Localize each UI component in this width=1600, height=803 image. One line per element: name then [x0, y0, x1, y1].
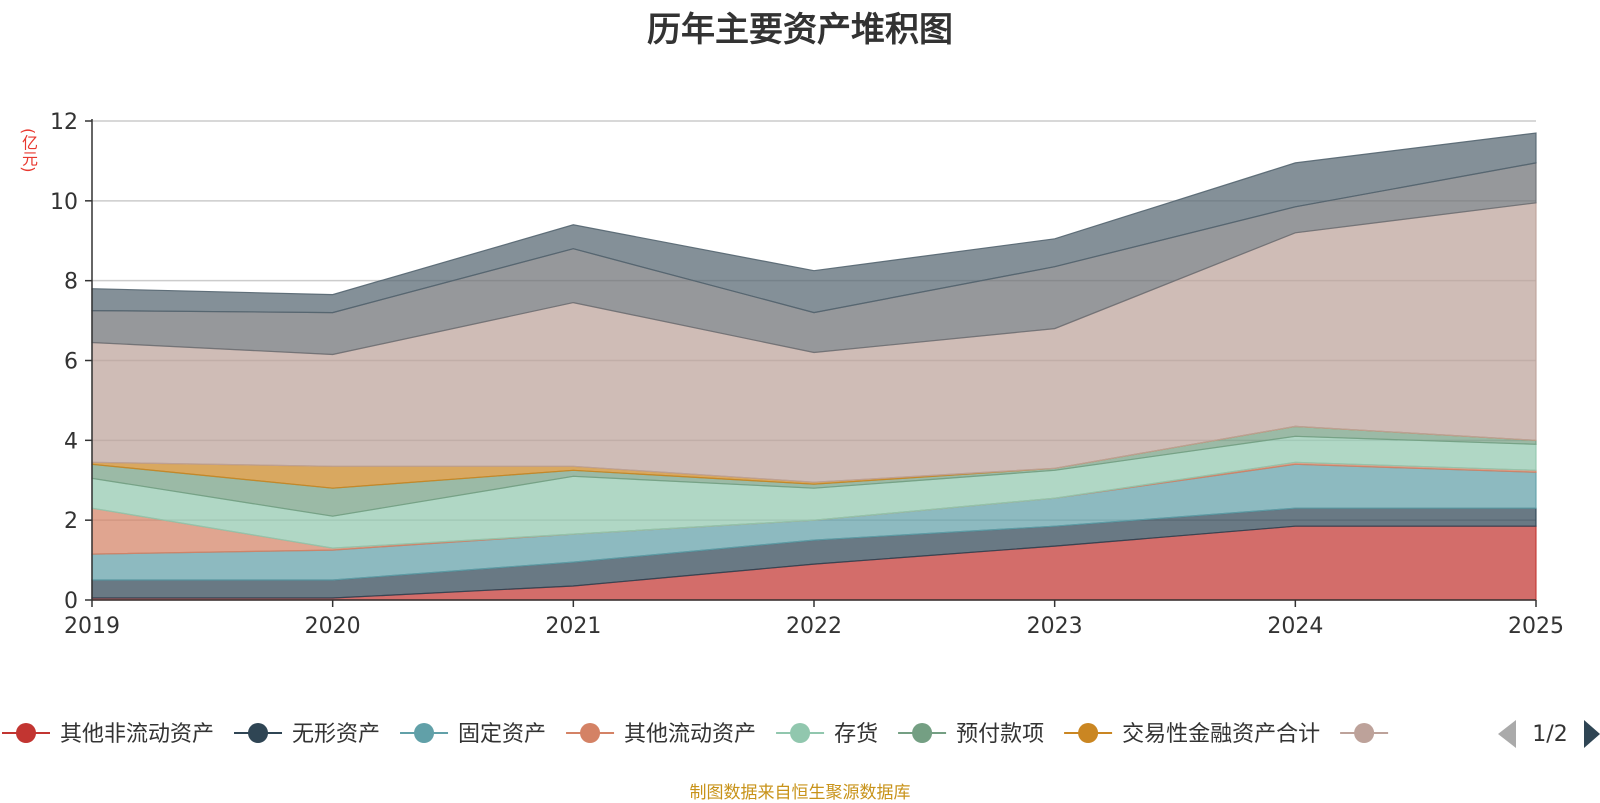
legend-marker [1354, 723, 1375, 743]
y-tick-label: 4 [64, 429, 78, 454]
legend-label: 存货 [834, 722, 878, 747]
x-tick-label: 2023 [1027, 614, 1083, 639]
legend-item-3[interactable]: 固定资产 [400, 722, 546, 747]
y-axis-unit-label: (亿元) [19, 127, 38, 173]
legend-item-8[interactable] [1340, 723, 1389, 743]
x-tick-label: 2025 [1508, 614, 1564, 639]
y-tick-label: 6 [64, 350, 78, 375]
legend-item-4[interactable]: 其他流动资产 [566, 722, 756, 747]
y-tick-label: 0 [64, 589, 78, 614]
legend-item-5[interactable]: 存货 [776, 722, 878, 747]
legend-item-7[interactable]: 交易性金融资产合计 [1064, 722, 1320, 747]
legend-item-2[interactable]: 无形资产 [234, 722, 380, 747]
legend-label: 无形资产 [292, 722, 380, 747]
chart-title: 历年主要资产堆积图 [647, 10, 953, 50]
legend-label: 其他非流动资产 [60, 722, 214, 747]
legend-label: 预付款项 [956, 722, 1044, 747]
legend-marker [580, 723, 601, 743]
y-tick-label: 10 [50, 190, 78, 215]
legend-item-6[interactable]: 预付款项 [898, 722, 1044, 747]
legend-page-indicator: 1/2 [1532, 722, 1567, 747]
legend-pager: 1/2 [1498, 720, 1600, 748]
legend-item-1[interactable]: 其他非流动资产 [2, 722, 214, 747]
y-tick-label: 2 [64, 509, 78, 534]
legend-marker [16, 723, 36, 743]
legend-label: 其他流动资产 [624, 722, 756, 747]
y-tick-label: 12 [50, 110, 78, 135]
legend-label: 交易性金融资产合计 [1122, 722, 1320, 747]
legend-marker [1078, 723, 1099, 743]
legend-label: 固定资产 [458, 722, 546, 747]
x-tick-label: 2019 [64, 614, 120, 639]
source-note: 制图数据来自恒生聚源数据库 [689, 783, 911, 803]
area-series [91, 132, 1537, 601]
axes: 0 2 4 6 8 10 12 2019 2020 2021 2022 2023 2024 2025 [50, 110, 1564, 639]
legend-prev-icon[interactable] [1498, 720, 1516, 748]
x-tick-label: 2024 [1267, 614, 1323, 639]
x-tick-label: 2021 [545, 614, 601, 639]
x-tick-label: 2020 [305, 614, 361, 639]
legend-marker [790, 723, 811, 743]
x-tick-label: 2022 [786, 614, 842, 639]
area-series-10[interactable] [91, 132, 1537, 314]
legend-next-icon[interactable] [1584, 720, 1600, 748]
legend-marker [414, 723, 435, 743]
legend: 其他非流动资产 无形资产 固定资产 其他流动资产 存货 预付款项 交易性金融资产合计 1/2 [2, 720, 1600, 748]
legend-marker [248, 723, 269, 743]
legend-marker [912, 723, 933, 743]
y-tick-label: 8 [64, 270, 78, 295]
